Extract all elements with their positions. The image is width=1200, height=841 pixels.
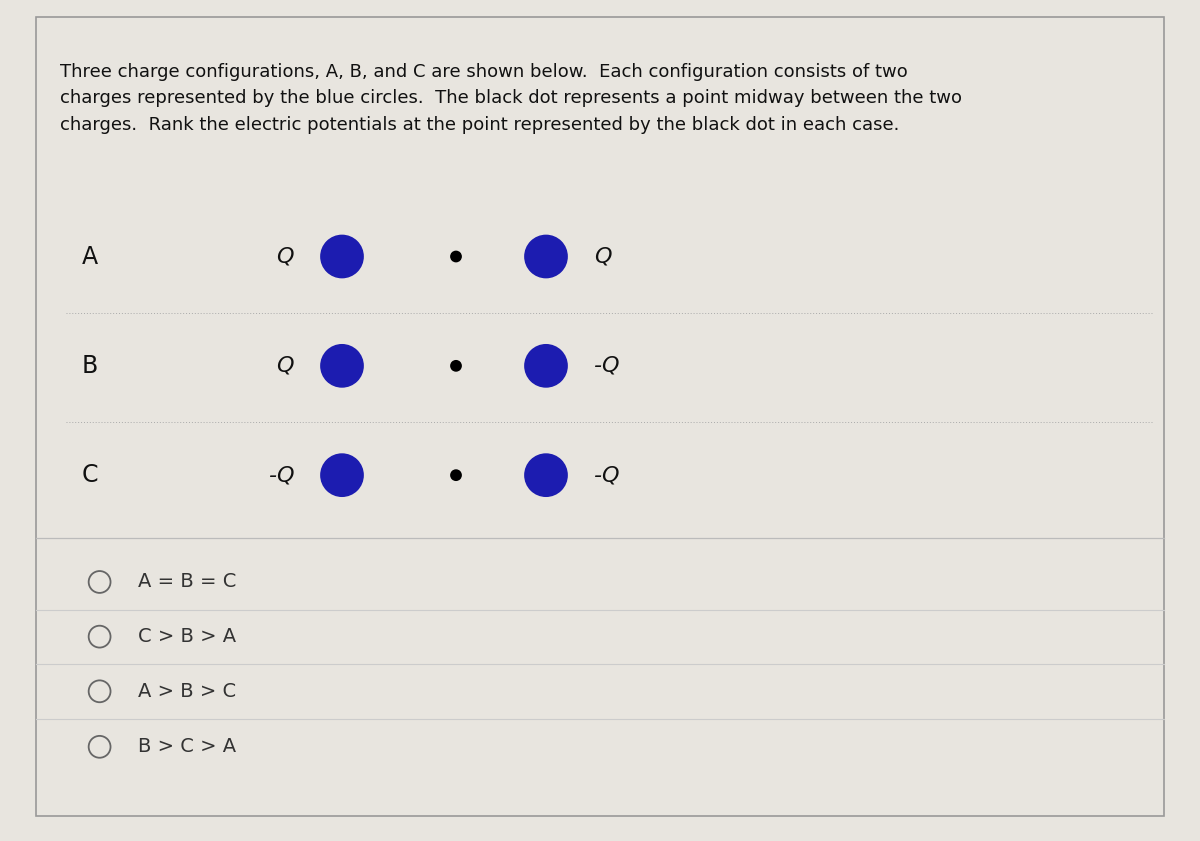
Text: -Q: -Q	[594, 356, 619, 376]
Ellipse shape	[320, 345, 364, 387]
Ellipse shape	[320, 454, 364, 496]
Text: B: B	[82, 354, 98, 378]
Text: Q: Q	[276, 246, 294, 267]
Ellipse shape	[524, 345, 568, 387]
Text: C: C	[82, 463, 98, 487]
FancyBboxPatch shape	[36, 17, 1164, 816]
Ellipse shape	[451, 361, 461, 371]
Text: A > B > C: A > B > C	[138, 682, 236, 701]
Text: A = B = C: A = B = C	[138, 573, 236, 591]
Ellipse shape	[524, 454, 568, 496]
Ellipse shape	[320, 235, 364, 278]
Text: Q: Q	[594, 246, 612, 267]
Text: B > C > A: B > C > A	[138, 738, 236, 756]
Text: Three charge configurations, A, B, and C are shown below.  Each configuration co: Three charge configurations, A, B, and C…	[60, 63, 962, 134]
Ellipse shape	[451, 470, 461, 480]
Text: Q: Q	[276, 356, 294, 376]
Ellipse shape	[451, 251, 461, 262]
Text: -Q: -Q	[269, 465, 294, 485]
Text: -Q: -Q	[594, 465, 619, 485]
Text: A: A	[82, 245, 98, 268]
Ellipse shape	[524, 235, 568, 278]
Text: C > B > A: C > B > A	[138, 627, 236, 646]
